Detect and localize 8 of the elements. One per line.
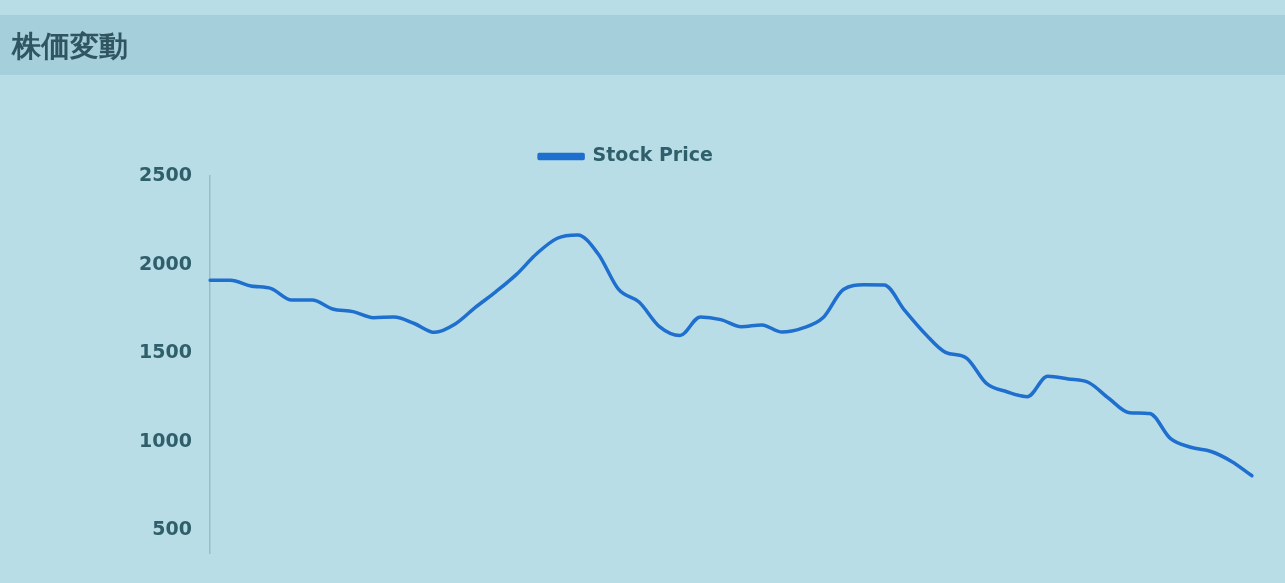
line-series [208,233,1254,478]
y-tick-label: 1500 [139,340,192,363]
y-tick-label: 2000 [139,251,192,274]
y-tick-label: 2500 [139,162,192,185]
chart-title: 株価変動 [12,28,128,65]
y-tick-label: 1000 [139,428,192,451]
y-tick-label: 500 [152,517,192,540]
legend-label: Stock Price [592,143,713,166]
